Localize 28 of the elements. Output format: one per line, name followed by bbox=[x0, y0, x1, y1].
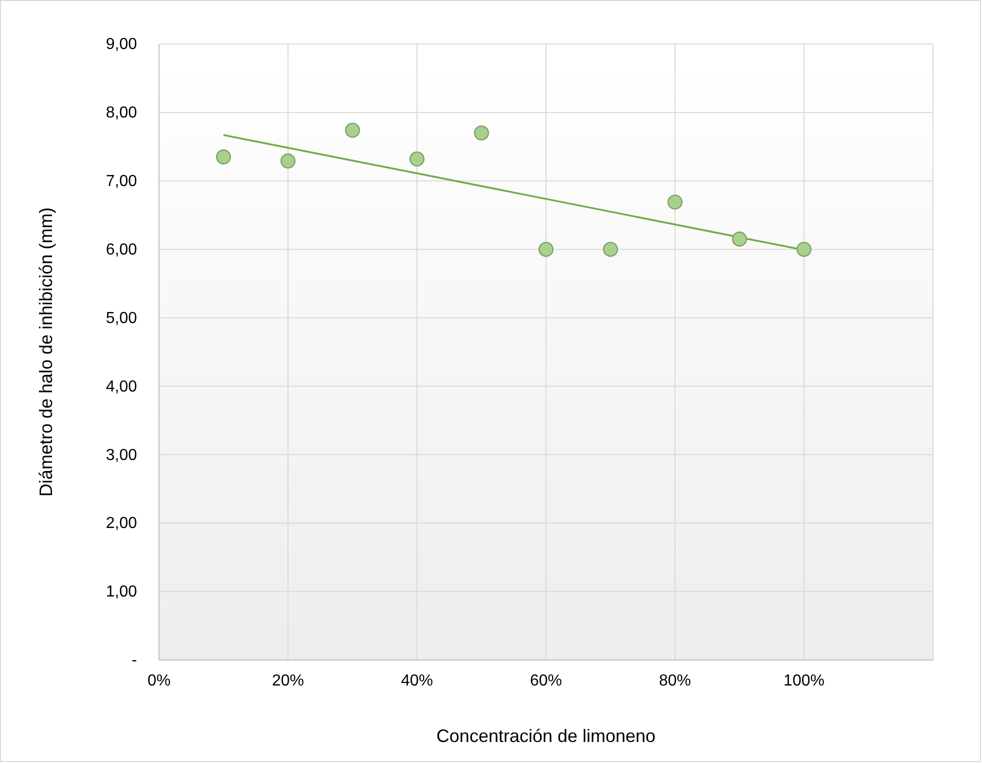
x-tick-label: 60% bbox=[530, 672, 562, 690]
x-tick-label: 80% bbox=[658, 672, 692, 690]
point bbox=[474, 125, 490, 140]
y-tick-label: 9,00 bbox=[106, 36, 138, 54]
y-tick-label: - bbox=[132, 652, 137, 670]
point bbox=[538, 242, 554, 257]
y-tick-label: 4,00 bbox=[106, 378, 138, 396]
point bbox=[796, 242, 812, 257]
y-tick-label: 3,00 bbox=[106, 446, 138, 464]
x-tick-label: 20% bbox=[272, 672, 304, 690]
x-tick-label: 100% bbox=[784, 672, 824, 690]
point bbox=[732, 232, 748, 247]
x-axis-title: Concentración de limoneno bbox=[436, 726, 656, 746]
y-tick-label: 5,00 bbox=[106, 310, 138, 327]
y-tick-label: 2,00 bbox=[106, 515, 138, 532]
y-tick-label: 8,00 bbox=[106, 104, 138, 122]
point bbox=[344, 122, 360, 138]
x-tick-label: 40% bbox=[400, 672, 434, 690]
y-tick-label: 1,00 bbox=[106, 584, 138, 601]
x-tick-label: 0% bbox=[147, 672, 171, 690]
point bbox=[409, 151, 425, 166]
point bbox=[216, 149, 232, 164]
y-tick-label: 6,00 bbox=[106, 241, 138, 258]
point bbox=[280, 154, 296, 169]
point bbox=[667, 194, 683, 210]
y-axis-title: Diámetro de halo de inhibición (mm) bbox=[36, 207, 56, 497]
y-tick-label: 7,00 bbox=[106, 173, 138, 190]
point bbox=[602, 242, 618, 257]
